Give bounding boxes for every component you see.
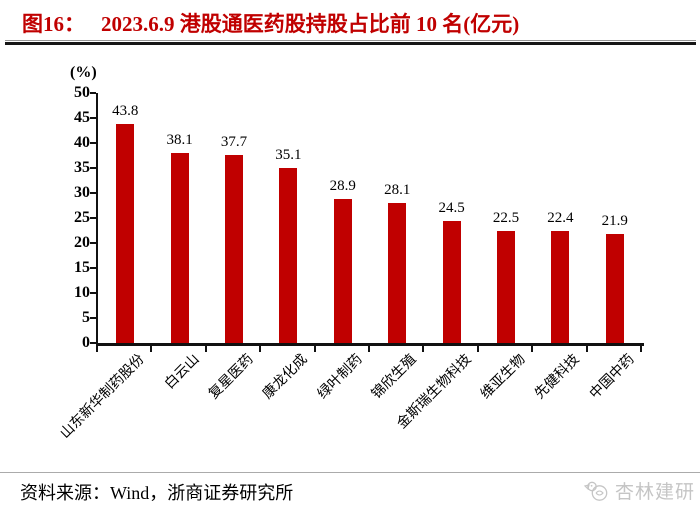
figure-label: 图16： bbox=[22, 12, 85, 36]
bar bbox=[497, 230, 515, 343]
bar-value-label: 21.9 bbox=[601, 212, 628, 229]
bar bbox=[170, 152, 189, 343]
x-axis-line bbox=[96, 343, 644, 346]
x-tick bbox=[476, 346, 479, 352]
footer-divider bbox=[0, 472, 700, 473]
y-tick bbox=[90, 267, 96, 269]
x-tick bbox=[313, 346, 316, 352]
watermark-text: 杏林建研 bbox=[614, 482, 695, 503]
watermark: 杏林建研 bbox=[583, 477, 695, 504]
bird-logo-icon bbox=[583, 481, 608, 501]
y-tick bbox=[90, 217, 96, 219]
x-tick bbox=[422, 346, 425, 352]
bar bbox=[442, 220, 461, 343]
bar-value-label: 38.1 bbox=[166, 131, 193, 148]
x-tick bbox=[204, 346, 207, 352]
bar-value-label: 24.5 bbox=[438, 199, 465, 216]
title-divider bbox=[5, 40, 696, 45]
bar bbox=[225, 154, 243, 343]
figure-title-text: 2023.6.9 港股通医药股持股占比前 10 名(亿元) bbox=[101, 12, 520, 36]
category-label: 山东新华制药股份 bbox=[58, 352, 148, 442]
y-tick-label: 10 bbox=[74, 284, 90, 301]
x-tick bbox=[150, 346, 153, 352]
y-axis-line bbox=[96, 93, 98, 343]
y-tick-label: 30 bbox=[74, 184, 90, 201]
bar-value-label: 43.8 bbox=[112, 103, 139, 119]
y-tick-label: 25 bbox=[74, 209, 90, 226]
category-label: 锦欣生殖 bbox=[369, 352, 420, 403]
y-tick-label: 45 bbox=[74, 109, 90, 126]
bar-value-label: 28.9 bbox=[329, 177, 356, 194]
y-tick bbox=[90, 242, 96, 244]
category-label: 康龙化成 bbox=[260, 352, 312, 403]
x-tick bbox=[368, 346, 370, 352]
y-tick-label: 40 bbox=[74, 134, 90, 151]
y-tick-label: 15 bbox=[74, 259, 90, 276]
y-tick-label: 50 bbox=[74, 84, 90, 101]
x-tick bbox=[96, 346, 98, 352]
y-tick-label: 20 bbox=[74, 234, 90, 251]
bar-value-label: 22.5 bbox=[492, 209, 520, 226]
bar bbox=[388, 202, 407, 343]
category-label: 绿叶制药 bbox=[315, 352, 366, 403]
y-axis-unit-label: (%) bbox=[70, 64, 97, 81]
category-label: 中国中药 bbox=[587, 352, 638, 403]
x-tick bbox=[531, 346, 534, 352]
y-tick bbox=[90, 342, 96, 344]
figure-title: 图16： 2023.6.9 港股通医药股持股占比前 10 名(亿元) bbox=[22, 8, 519, 38]
y-tick-label: 0 bbox=[82, 334, 90, 351]
bar bbox=[605, 233, 624, 343]
y-tick bbox=[90, 292, 96, 294]
bar-value-label: 35.1 bbox=[275, 146, 302, 163]
bar-value-label: 28.1 bbox=[384, 181, 411, 198]
category-label: 复星医药 bbox=[206, 352, 257, 403]
bar-chart: (%) 0 5 10 15 20 25 30 35 40 45 50 43.8 山东新华制药股份 38.1… bbox=[58, 64, 644, 442]
y-tick bbox=[90, 142, 96, 144]
y-tick bbox=[90, 117, 96, 119]
bar-value-label: 37.7 bbox=[220, 133, 248, 150]
y-tick bbox=[90, 167, 96, 169]
category-label: 白云山 bbox=[161, 352, 203, 393]
source-text: 资料来源：Wind，浙商证券研究所 bbox=[20, 483, 294, 503]
y-tick-label: 5 bbox=[82, 309, 90, 326]
y-tick bbox=[90, 92, 96, 94]
x-tick bbox=[585, 346, 588, 352]
bar bbox=[333, 198, 352, 343]
bar-value-label: 22.4 bbox=[547, 210, 574, 226]
x-tick bbox=[259, 346, 262, 352]
bar bbox=[116, 124, 135, 343]
y-tick bbox=[90, 317, 96, 319]
bar bbox=[551, 231, 570, 343]
bar bbox=[279, 167, 298, 343]
category-label: 先健科技 bbox=[532, 352, 584, 403]
x-tick bbox=[640, 346, 642, 352]
category-label: 维亚生物 bbox=[478, 352, 529, 403]
y-tick bbox=[90, 192, 96, 194]
y-tick-label: 35 bbox=[74, 159, 90, 176]
